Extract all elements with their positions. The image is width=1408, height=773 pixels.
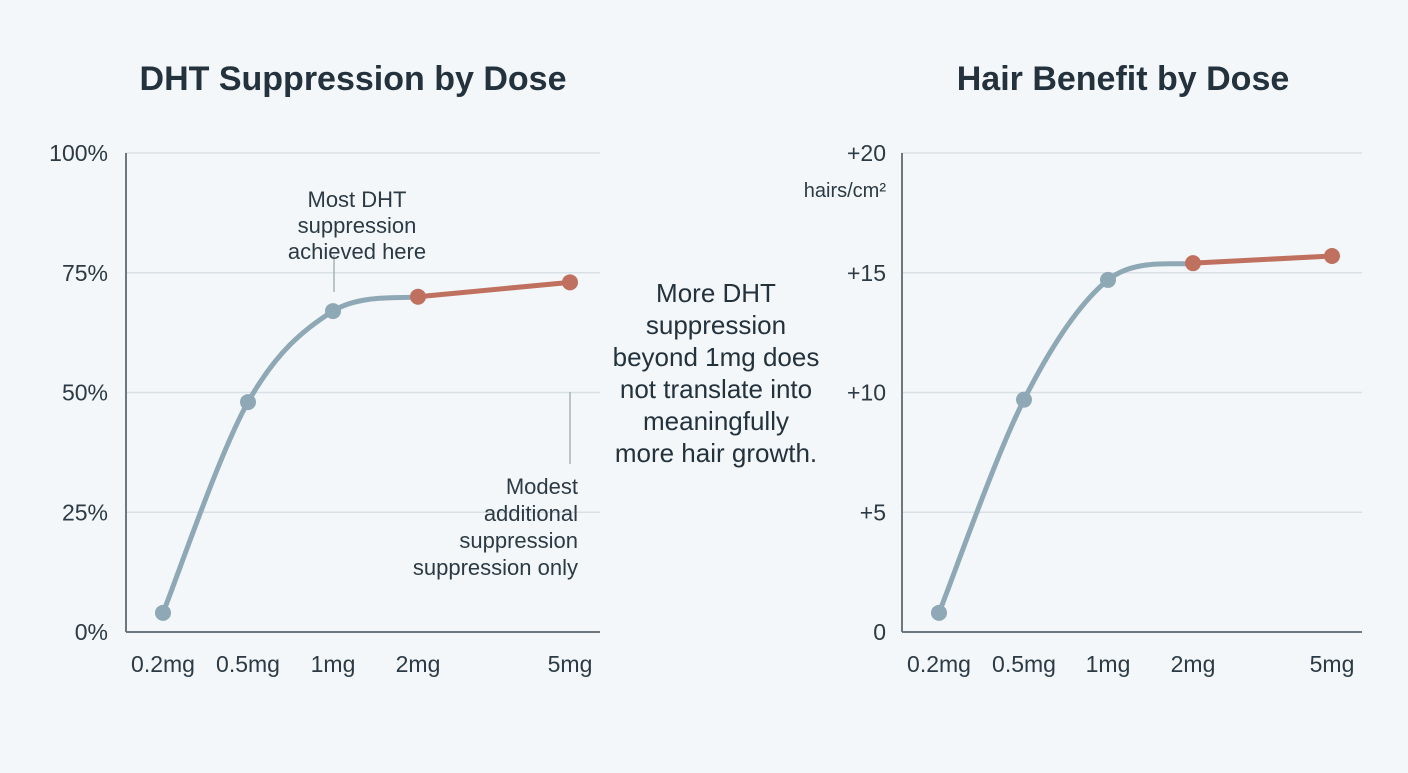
y-tick-label: 75%: [62, 260, 108, 286]
x-tick-label: 1mg: [1086, 651, 1131, 677]
dht-series-line: [160, 294, 421, 616]
y-tick-label: 0: [873, 619, 886, 645]
chart-hair-benefit: Hair Benefit by Dose 0 +5 +10 +15 +20 hairs/cm…: [804, 60, 1362, 677]
chart-title: DHT Suppression by Dose: [140, 60, 567, 98]
hair-point: [1324, 247, 1340, 264]
annotation-text: Modest additional suppression suppression o…: [413, 474, 578, 580]
annotation-text: Most DHT suppression achieved here: [288, 187, 426, 264]
hair-point: [1185, 255, 1201, 272]
x-tick-label: 2mg: [1171, 651, 1216, 677]
dht-point: [240, 394, 256, 411]
hair-highlight-line: [1190, 253, 1335, 266]
y-tick-label: 100%: [49, 140, 108, 166]
center-note: More DHT suppression beyond 1mg does not tr…: [613, 278, 820, 468]
y-tick-label: +20: [847, 140, 886, 166]
dht-highlight-line: [415, 279, 573, 300]
hair-point: [1016, 391, 1032, 408]
x-tick-label: 5mg: [548, 651, 593, 677]
y-axis-label: hairs/cm²: [804, 180, 887, 202]
y-tick-label: +5: [860, 499, 886, 525]
chart-title: Hair Benefit by Dose: [957, 60, 1290, 98]
y-tick-label: 25%: [62, 499, 108, 525]
hair-point: [1100, 271, 1116, 288]
chart-dht-suppression: DHT Suppression by Dose 0% 25% 50% 75% 100% 0.…: [49, 60, 600, 677]
dht-point: [410, 288, 426, 305]
dht-point: [562, 274, 578, 291]
x-tick-label: 0.2mg: [131, 651, 195, 677]
hair-series-line: [936, 260, 1196, 616]
x-tick-label: 5mg: [1310, 651, 1355, 677]
x-tick-label: 2mg: [396, 651, 441, 677]
y-tick-label: 50%: [62, 380, 108, 406]
hair-point: [931, 604, 947, 621]
x-tick-label: 0.2mg: [907, 651, 971, 677]
x-tick-label: 0.5mg: [992, 651, 1056, 677]
x-tick-label: 1mg: [311, 651, 356, 677]
y-tick-label: +15: [847, 260, 886, 286]
y-tick-label: 0%: [75, 619, 108, 645]
y-tick-label: +10: [847, 380, 886, 406]
x-tick-label: 0.5mg: [216, 651, 280, 677]
dht-point: [325, 303, 341, 320]
dht-point: [155, 604, 171, 621]
